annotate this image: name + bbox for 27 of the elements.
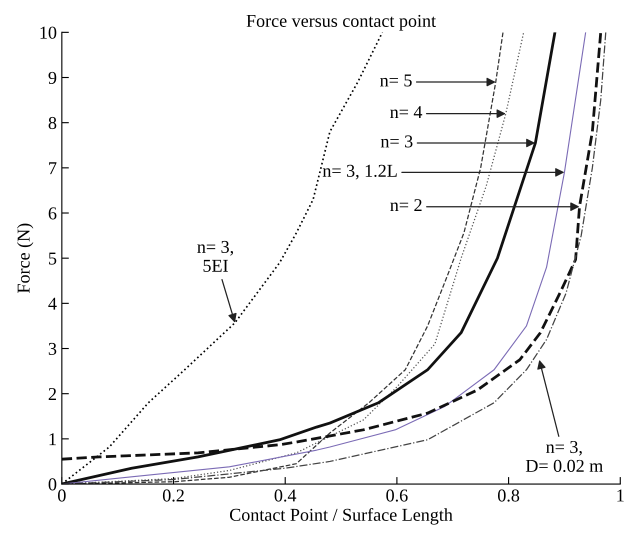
x-tick-label: 0: [58, 489, 66, 502]
chart-title: Force versus contact point: [246, 14, 436, 31]
y-tick-label: 6: [48, 207, 56, 220]
y-tick-label: 7: [49, 162, 56, 174]
annotation: n= 3, 5EI: [197, 240, 234, 272]
y-tick-label: 3: [48, 342, 56, 355]
y-tick-label: 4: [48, 298, 57, 310]
x-axis-title: Contact Point / Surface Length: [230, 508, 453, 525]
y-tick-label: 2: [48, 388, 56, 400]
y-tick-label: 9: [48, 72, 56, 84]
annotation: n= 5: [380, 74, 412, 87]
y-axis-title: Force (N): [16, 224, 34, 294]
x-tick-label: 0.8: [498, 489, 520, 502]
y-tick-label: 10: [40, 26, 56, 39]
annotation: n= 3: [380, 135, 412, 148]
x-tick-label: 1: [617, 489, 624, 502]
y-tick-label: 5: [49, 252, 56, 265]
y-tick-label: 1: [50, 433, 56, 446]
y-tick-label: 8: [48, 116, 56, 130]
x-tick-label: 0.4: [274, 489, 296, 502]
annotation: n= 3, 1.2L: [322, 164, 397, 180]
annotation: n= 4: [390, 106, 422, 118]
y-tick-label: 0: [48, 478, 56, 490]
annotation: n= 2: [390, 199, 422, 212]
x-tick-label: 0.2: [162, 489, 184, 502]
x-tick-label: 0.6: [386, 489, 408, 502]
annotation: n= 3, D= 0.02 m: [526, 440, 603, 472]
